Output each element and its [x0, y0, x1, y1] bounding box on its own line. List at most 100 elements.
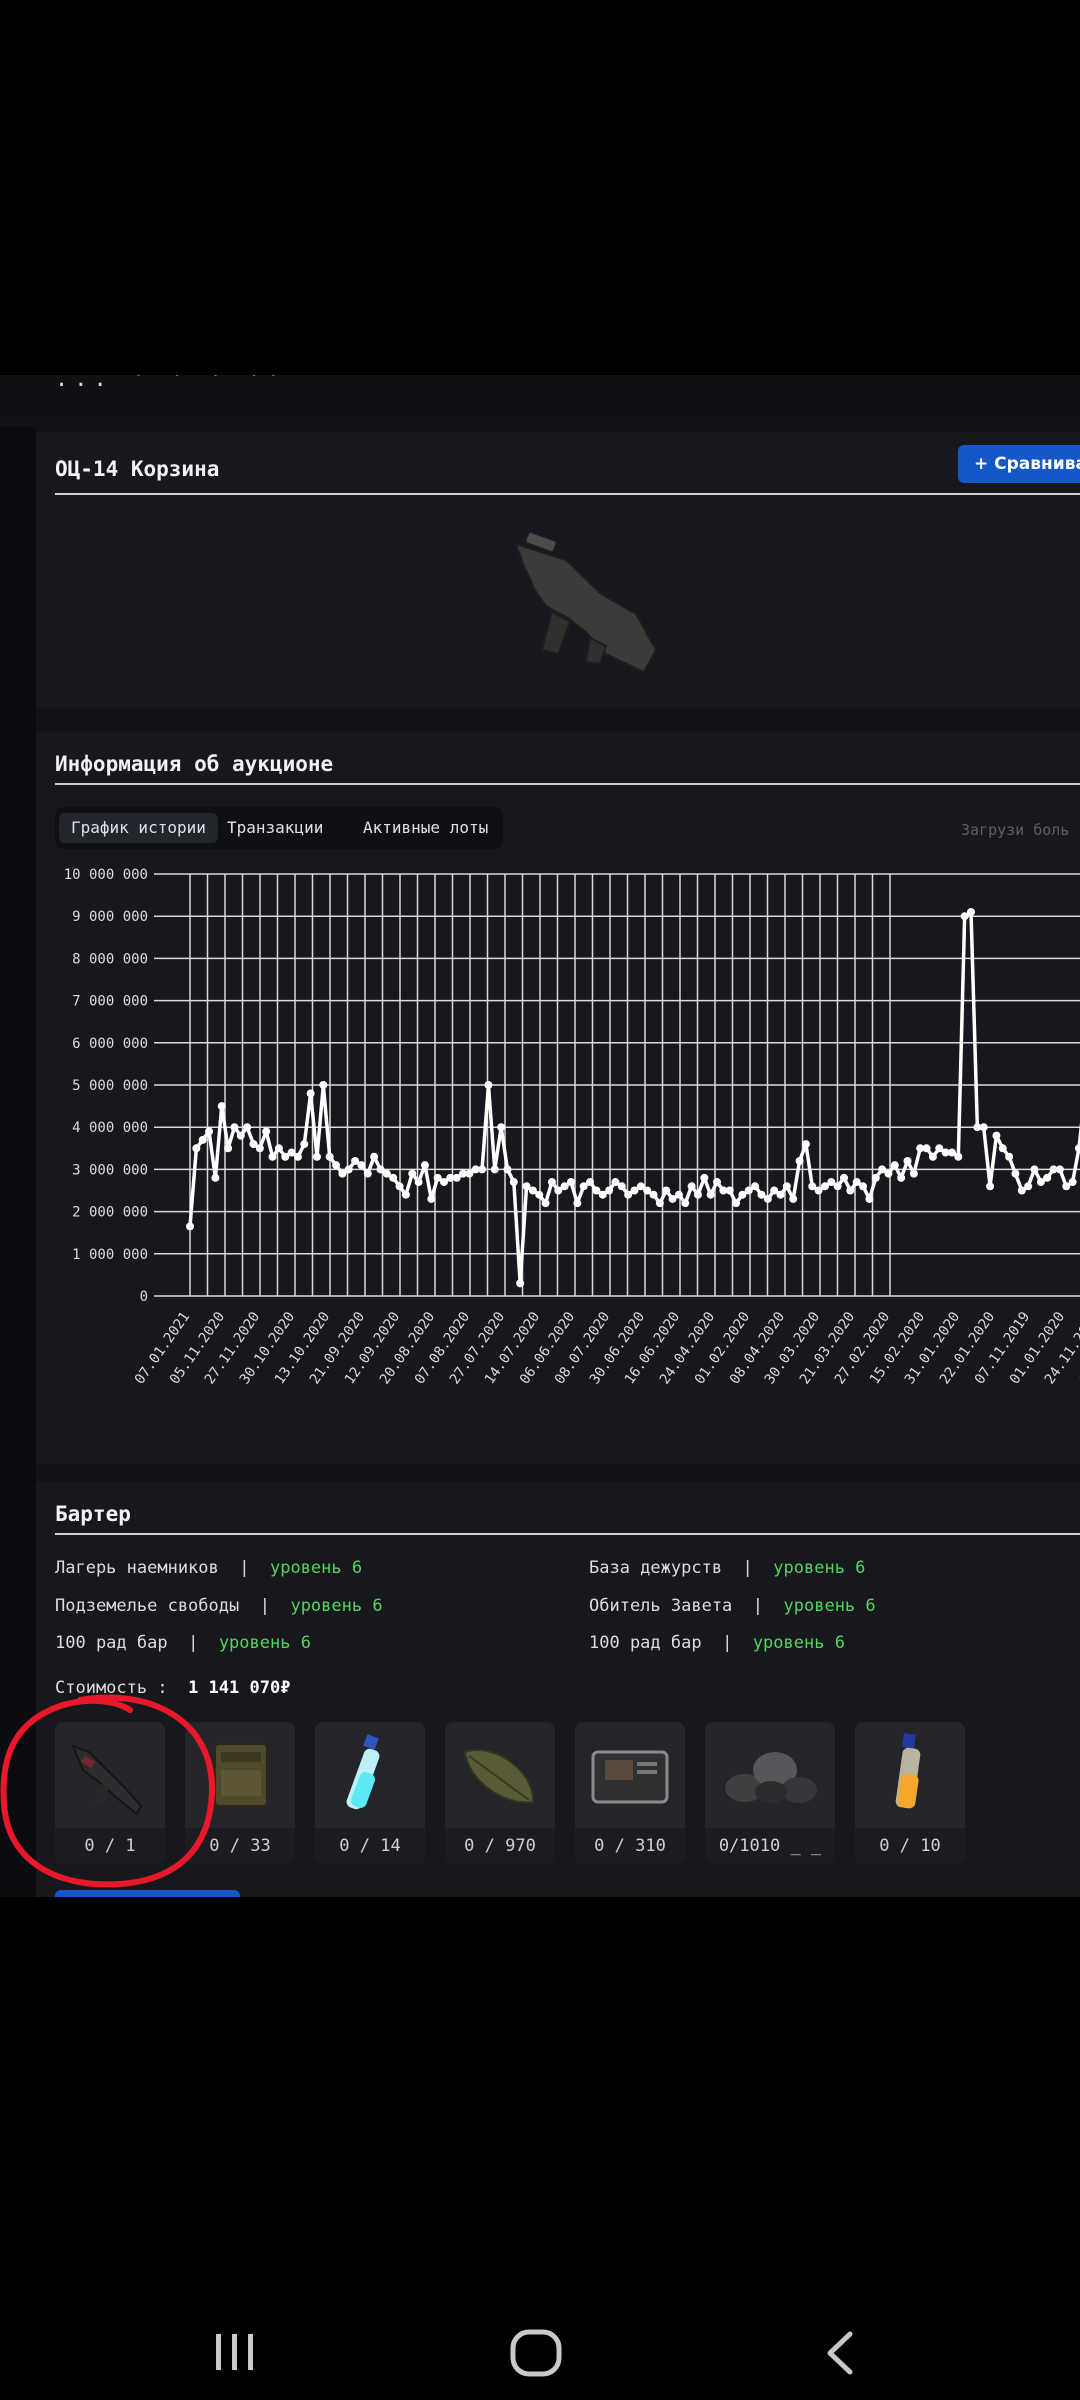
price-point[interactable] [395, 1182, 404, 1191]
price-point[interactable] [484, 1081, 493, 1089]
price-point[interactable] [389, 1173, 398, 1182]
price-point[interactable] [541, 1199, 550, 1208]
price-point[interactable] [770, 1186, 779, 1195]
price-point[interactable] [255, 1144, 264, 1153]
price-point[interactable] [547, 1178, 556, 1187]
recent-apps-icon[interactable] [210, 2330, 260, 2374]
price-point[interactable] [859, 1182, 868, 1191]
price-point[interactable] [1043, 1173, 1052, 1182]
price-point[interactable] [1036, 1178, 1045, 1187]
price-point[interactable] [325, 1152, 334, 1161]
compare-button[interactable]: + Сравнива [958, 445, 1080, 483]
price-point[interactable] [986, 1182, 995, 1191]
price-point[interactable] [414, 1178, 423, 1187]
price-point[interactable] [1011, 1169, 1020, 1178]
price-point[interactable] [300, 1140, 309, 1149]
price-point[interactable] [592, 1186, 601, 1195]
price-point[interactable] [998, 1144, 1007, 1153]
price-point[interactable] [522, 1182, 531, 1191]
price-point[interactable] [408, 1169, 417, 1178]
price-point[interactable] [960, 912, 969, 921]
barter-item[interactable]: 0 / 1 [55, 1722, 165, 1864]
price-point[interactable] [643, 1186, 652, 1195]
price-point[interactable] [382, 1169, 391, 1178]
price-point[interactable] [554, 1186, 563, 1195]
price-point[interactable] [497, 1123, 506, 1132]
barter-item[interactable]: 0 / 310 [575, 1722, 685, 1864]
price-point[interactable] [884, 1169, 893, 1178]
price-point[interactable] [979, 1123, 988, 1132]
price-point[interactable] [268, 1152, 277, 1161]
price-point[interactable] [1055, 1165, 1064, 1174]
price-point[interactable] [649, 1190, 658, 1199]
home-icon[interactable] [508, 2328, 564, 2378]
price-point[interactable] [319, 1081, 328, 1089]
price-point[interactable] [732, 1199, 741, 1208]
price-point[interactable] [446, 1173, 455, 1182]
price-point[interactable] [782, 1182, 791, 1191]
price-point[interactable] [293, 1152, 302, 1161]
price-point[interactable] [668, 1194, 677, 1203]
price-point[interactable] [827, 1178, 836, 1187]
price-point[interactable] [509, 1178, 518, 1187]
price-point[interactable] [725, 1186, 734, 1195]
price-point[interactable] [967, 907, 976, 916]
price-point[interactable] [433, 1173, 442, 1182]
price-point[interactable] [1062, 1182, 1071, 1191]
price-point[interactable] [655, 1199, 664, 1208]
price-point[interactable] [719, 1186, 728, 1195]
price-point[interactable] [1049, 1165, 1058, 1174]
price-point[interactable] [401, 1190, 410, 1199]
action-button-edge[interactable] [55, 1890, 240, 1897]
price-point[interactable] [363, 1169, 372, 1178]
price-point[interactable] [852, 1178, 861, 1187]
price-point[interactable] [598, 1190, 607, 1199]
price-point[interactable] [922, 1144, 931, 1153]
price-point[interactable] [312, 1152, 321, 1161]
price-point[interactable] [566, 1178, 575, 1187]
price-point[interactable] [789, 1194, 798, 1203]
price-point[interactable] [757, 1190, 766, 1199]
price-point[interactable] [833, 1182, 842, 1191]
price-point[interactable] [878, 1165, 887, 1174]
price-point[interactable] [706, 1190, 715, 1199]
price-point[interactable] [763, 1194, 772, 1203]
price-point[interactable] [217, 1102, 226, 1111]
price-point[interactable] [897, 1173, 906, 1182]
barter-item[interactable]: 0 / 970 [445, 1722, 555, 1864]
price-point[interactable] [344, 1165, 353, 1174]
price-point[interactable] [903, 1156, 912, 1165]
price-point[interactable] [586, 1178, 595, 1187]
price-point[interactable] [274, 1144, 283, 1153]
price-point[interactable] [662, 1186, 671, 1195]
price-point[interactable] [935, 1144, 944, 1153]
price-point[interactable] [738, 1190, 747, 1199]
price-point[interactable] [700, 1173, 709, 1182]
price-point[interactable] [230, 1123, 239, 1132]
price-point[interactable] [617, 1182, 626, 1191]
back-icon[interactable] [820, 2330, 860, 2376]
price-point[interactable] [236, 1131, 245, 1140]
price-point[interactable] [928, 1152, 937, 1161]
price-point[interactable] [1030, 1165, 1039, 1174]
price-point[interactable] [478, 1165, 487, 1174]
price-point[interactable] [198, 1135, 207, 1144]
price-point[interactable] [630, 1186, 639, 1195]
price-point[interactable] [452, 1173, 461, 1182]
price-point[interactable] [262, 1127, 271, 1136]
price-point[interactable] [579, 1182, 588, 1191]
barter-item[interactable]: 0 / 14 [315, 1722, 425, 1864]
price-point[interactable] [840, 1173, 849, 1182]
price-point[interactable] [751, 1182, 760, 1191]
price-point[interactable] [192, 1144, 201, 1153]
price-point[interactable] [1005, 1152, 1014, 1161]
price-point[interactable] [471, 1165, 480, 1174]
price-point[interactable] [535, 1190, 544, 1199]
price-point[interactable] [744, 1186, 753, 1195]
price-point[interactable] [624, 1190, 633, 1199]
price-point[interactable] [674, 1190, 683, 1199]
barter-item[interactable]: 0 / 10 [855, 1722, 965, 1864]
price-point[interactable] [439, 1178, 448, 1187]
price-point[interactable] [1074, 1144, 1080, 1153]
price-point[interactable] [776, 1190, 785, 1199]
